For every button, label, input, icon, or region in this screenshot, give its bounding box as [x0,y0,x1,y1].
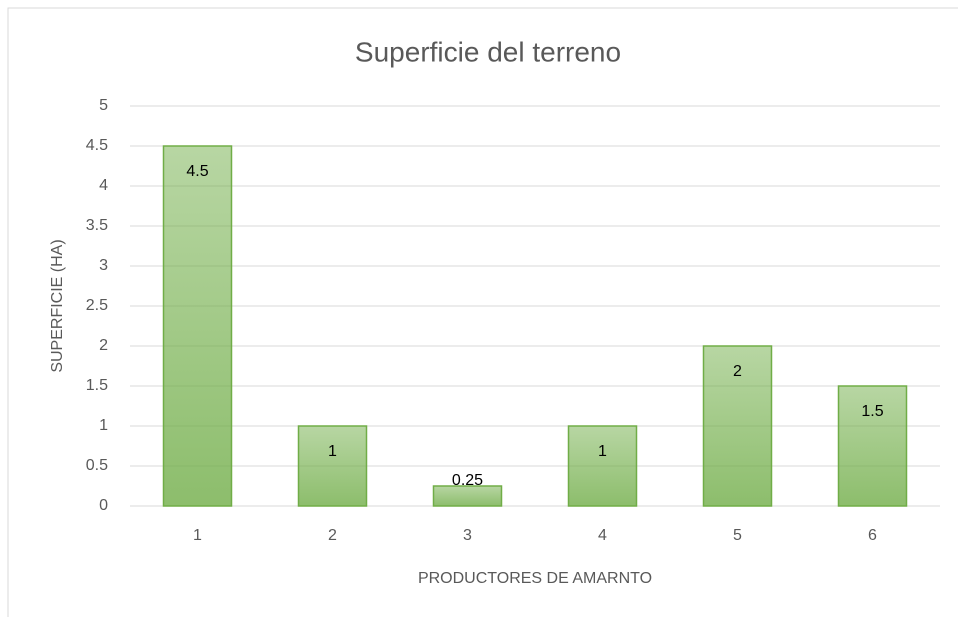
data-label: 1 [598,443,607,460]
data-label: 4.5 [186,163,208,180]
bar [432,485,503,507]
y-tick-label: 3.5 [86,217,108,234]
data-label: 0.25 [452,472,483,489]
data-label: 1 [328,443,337,460]
y-axis-label: SUPERFICIE (HA) [49,239,66,372]
chart-border [7,7,958,617]
y-tick-label: 5 [99,97,108,114]
bar [297,425,368,507]
chart-title: Superficie del terreno [355,36,621,67]
x-tick-label: 2 [328,527,337,544]
x-axis-label: PRODUCTORES DE AMARNTO [418,570,652,587]
x-tick-label: 4 [598,527,607,544]
y-tick-label: 4 [99,177,108,194]
y-tick-label: 2.5 [86,297,108,314]
x-tick-label: 1 [193,527,202,544]
bar [702,345,773,507]
bar [567,425,638,507]
y-tick-label: 4.5 [86,137,108,154]
bar [837,385,908,507]
x-tick-label: 3 [463,527,472,544]
bar [162,145,233,507]
x-tick-label: 6 [868,527,877,544]
data-label: 1.5 [861,403,883,420]
y-tick-label: 1 [99,417,108,434]
y-tick-label: 2 [99,337,108,354]
y-tick-label: 1.5 [86,377,108,394]
y-tick-label: 3 [99,257,108,274]
y-tick-label: 0.5 [86,457,108,474]
y-tick-label: 0 [99,497,108,514]
data-label: 2 [733,363,742,380]
x-tick-label: 5 [733,527,742,544]
